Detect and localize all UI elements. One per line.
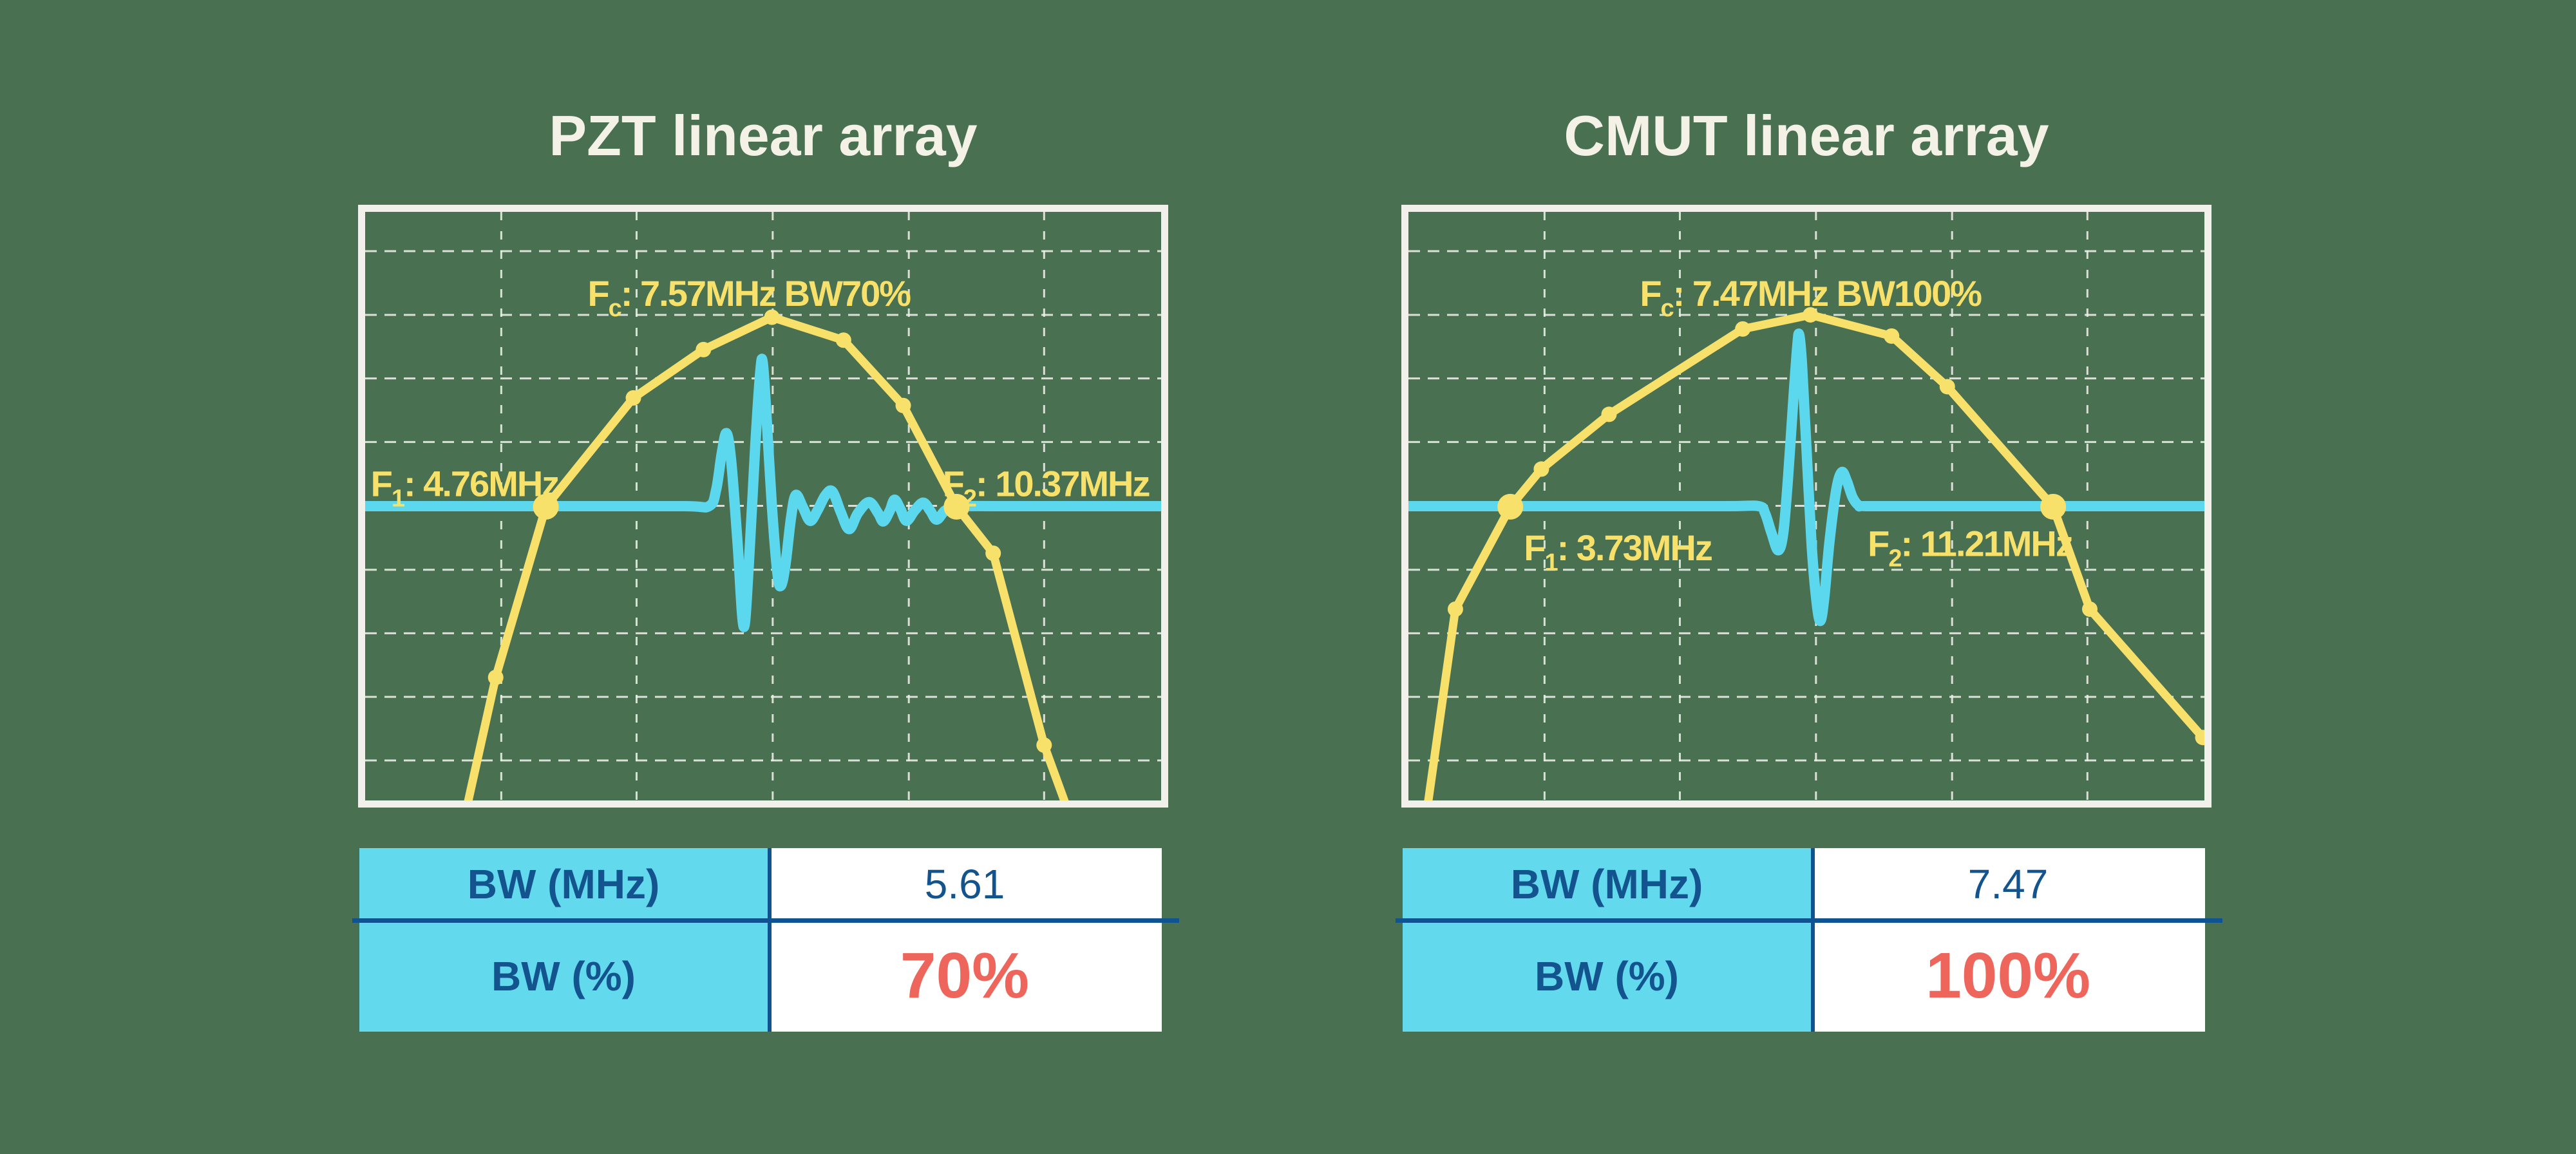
bandwidth-table: BW (MHz) 5.61 BW (%) 70% [352,848,1179,1032]
data-point-marker [696,341,712,357]
table-label-cell: BW (MHz) [359,848,768,920]
data-point-marker [895,397,911,413]
table-row: BW (%) 70% [359,920,1162,1032]
data-point-marker [1533,461,1549,477]
page-title: CMUT linear array [1564,104,2049,167]
table-column-divider [1811,848,1815,1032]
data-point-marker [1036,737,1052,753]
table-row: BW (%) 100% [1403,920,2205,1032]
data-point-marker [835,332,851,348]
annotation-fc: Fc: 7.47MHz BW100% [1640,273,1982,322]
data-point-marker [488,669,504,685]
annotation-f2: F2: 10.37MHz [943,463,1150,512]
band-edge-marker [943,493,970,520]
table-value-cell: 5.61 [768,848,1162,920]
table-row: BW (MHz) 7.47 [1403,848,2205,920]
annotation-fc: Fc: 7.57MHz BW70% [587,273,911,322]
data-point-marker [1939,379,1955,395]
spectrum-curve [1424,310,2204,800]
table-label-cell: BW (%) [359,920,768,1032]
band-edge-marker [1497,493,1524,520]
plot-border [358,205,1168,808]
pzt-spectrum-chart: Fc: 7.57MHz BW70% F1: 4.76MHz F2: 10.37MHz [358,205,1168,808]
data-point-marker [2195,730,2204,746]
data-point-marker [1884,328,1900,344]
annotation-f2: F2: 11.21MHz [1868,524,2072,572]
data-point-marker [985,545,1001,562]
data-point-marker [625,390,641,406]
bandwidth-table: BW (MHz) 7.47 BW (%) 100% [1396,848,2222,1032]
data-point-marker [2082,601,2098,617]
panel-pzt: PZT linear array Fc: 7.57MHz BW70% F1: 4.… [352,0,1179,1154]
cmut-spectrum-chart: Fc: 7.47MHz BW100% F1: 3.73MHz F2: 11.21MH… [1401,205,2211,808]
table-row-divider [352,918,1179,923]
data-point-marker [1447,601,1463,617]
table-row: BW (MHz) 5.61 [359,848,1162,920]
spectrum-curve [464,313,1069,800]
panel-cmut: CMUT linear array Fc: 7.47MHz BW100% F1: … [1396,0,2222,1154]
table-value-cell: 100% [1811,920,2205,1032]
annotation-f1: F1: 4.76MHz [371,463,559,512]
table-value-cell: 70% [768,920,1162,1032]
annotation-f1: F1: 3.73MHz [1524,527,1712,576]
table-column-divider [768,848,772,1032]
band-edge-marker [2040,493,2067,520]
table-value-cell: 7.47 [1811,848,2205,920]
pulse-echo-waveform [365,354,1161,632]
page-title: PZT linear array [549,104,978,167]
pulse-echo-waveform [1408,328,2204,627]
plot-border [1401,205,2211,808]
data-point-marker [1601,406,1617,422]
table-label-cell: BW (%) [1403,920,1811,1032]
data-point-marker [1803,307,1819,323]
data-point-marker [1735,321,1751,337]
band-edge-marker [533,493,559,520]
table-row-divider [1396,918,2222,923]
data-point-marker [764,309,780,325]
table-label-cell: BW (MHz) [1403,848,1811,920]
